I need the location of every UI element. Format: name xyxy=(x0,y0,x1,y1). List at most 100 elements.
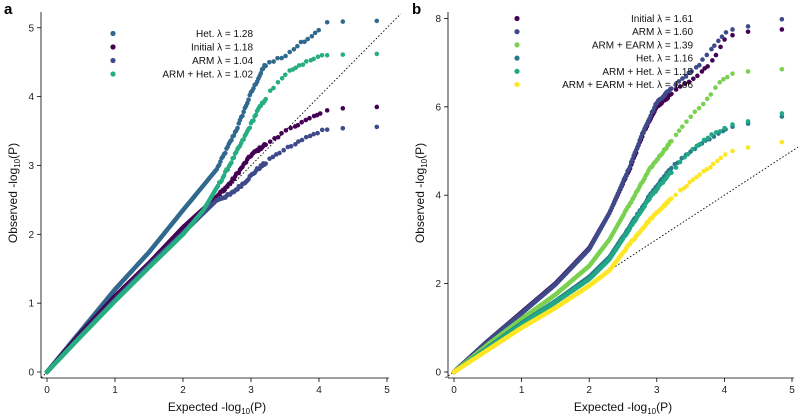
data-point xyxy=(690,177,696,183)
data-point xyxy=(307,115,312,121)
panel-letter: a xyxy=(4,1,13,18)
data-point xyxy=(302,39,307,45)
data-point xyxy=(288,143,294,149)
legend-lambda-value: = 1.28 xyxy=(222,29,253,40)
data-point xyxy=(241,137,246,142)
data-point xyxy=(317,111,323,116)
data-point xyxy=(779,27,785,32)
series-initial xyxy=(44,104,380,375)
legend-marker xyxy=(514,81,520,88)
data-point xyxy=(723,30,729,35)
legend-lambda-symbol: λ xyxy=(657,27,662,38)
data-point xyxy=(288,125,293,131)
data-point xyxy=(229,137,234,143)
y-tick-label: 4 xyxy=(435,191,441,202)
data-point xyxy=(275,134,281,140)
data-point xyxy=(730,122,735,127)
data-point xyxy=(295,122,301,128)
data-point xyxy=(704,96,710,102)
legend-marker xyxy=(110,71,116,77)
legend-lambda-value: = 1.18 xyxy=(222,43,253,54)
data-point xyxy=(708,92,714,97)
data-point xyxy=(275,79,281,85)
legend-series-name: Initial xyxy=(631,14,657,25)
data-point xyxy=(713,52,719,58)
data-point xyxy=(692,109,698,115)
y-tick-label: 6 xyxy=(435,102,441,113)
x-tick-label: 1 xyxy=(112,385,118,396)
data-point xyxy=(682,81,688,87)
legend-series-name: ARM + Het. xyxy=(162,70,217,81)
data-point xyxy=(682,154,687,160)
legend-series-name: ARM + Het. xyxy=(602,67,657,78)
data-point xyxy=(299,137,305,143)
data-point xyxy=(312,30,318,36)
data-point xyxy=(694,174,699,180)
data-point xyxy=(319,127,325,133)
data-point xyxy=(710,58,715,63)
data-point xyxy=(291,46,297,52)
data-point xyxy=(246,97,251,103)
data-point xyxy=(303,59,309,64)
data-point xyxy=(247,125,253,131)
data-point xyxy=(315,130,320,136)
y-axis-title-subscript: 10 xyxy=(13,158,22,167)
data-point xyxy=(705,64,710,69)
data-point xyxy=(712,43,717,48)
data-point xyxy=(340,106,346,111)
data-point xyxy=(717,129,723,134)
legend-lambda-symbol: λ xyxy=(657,40,662,51)
legend-marker xyxy=(110,57,116,64)
data-point xyxy=(676,128,682,133)
data-point xyxy=(340,52,346,57)
data-point xyxy=(298,39,304,45)
data-point xyxy=(235,125,240,131)
data-point xyxy=(315,54,321,60)
data-point xyxy=(300,62,306,67)
data-point xyxy=(324,53,330,58)
data-point xyxy=(316,27,322,33)
legend-entry: ARM + Het. λ = 1.15 xyxy=(602,67,693,78)
data-point xyxy=(722,152,728,157)
data-point xyxy=(305,36,311,42)
legend-entry: Initial λ = 1.18 xyxy=(191,43,253,54)
data-point xyxy=(221,173,227,178)
legend-marker xyxy=(110,44,116,50)
legend-series-name: ARM xyxy=(192,56,217,67)
data-point xyxy=(701,137,707,143)
data-point xyxy=(717,80,723,85)
legend-entry: ARM λ = 1.04 xyxy=(192,56,253,67)
data-point xyxy=(730,27,735,32)
data-point xyxy=(730,148,735,154)
data-point xyxy=(673,165,679,170)
legend-entry: Het. λ = 1.16 xyxy=(636,54,693,65)
data-point xyxy=(730,32,735,38)
data-point xyxy=(745,119,751,124)
y-axis-title-part: (P) xyxy=(413,143,427,159)
data-point xyxy=(374,104,380,110)
data-point xyxy=(241,109,246,115)
data-point xyxy=(267,88,273,93)
data-point xyxy=(296,63,302,68)
data-point xyxy=(253,112,259,118)
data-point xyxy=(779,66,785,72)
legend-lambda-symbol: λ xyxy=(657,14,662,25)
x-axis-title-subscript: 10 xyxy=(647,407,656,416)
legend-lambda-symbol: λ xyxy=(217,70,222,81)
y-axis-title: Observed -log10(P) xyxy=(413,143,429,243)
data-point xyxy=(229,160,234,165)
data-point xyxy=(283,128,289,133)
data-point xyxy=(275,55,280,61)
data-point xyxy=(705,135,711,141)
legend-marker xyxy=(514,68,520,74)
legend-lambda-value: = 1.16 xyxy=(662,54,693,65)
legend-entry: ARM λ = 1.60 xyxy=(632,27,693,38)
y-tick-label: 5 xyxy=(28,23,34,34)
data-point xyxy=(340,125,346,131)
data-point xyxy=(303,134,309,140)
x-axis-title: Expected -log10(P) xyxy=(168,400,266,416)
data-point xyxy=(324,127,330,132)
data-point xyxy=(685,151,691,157)
data-point xyxy=(293,65,299,71)
